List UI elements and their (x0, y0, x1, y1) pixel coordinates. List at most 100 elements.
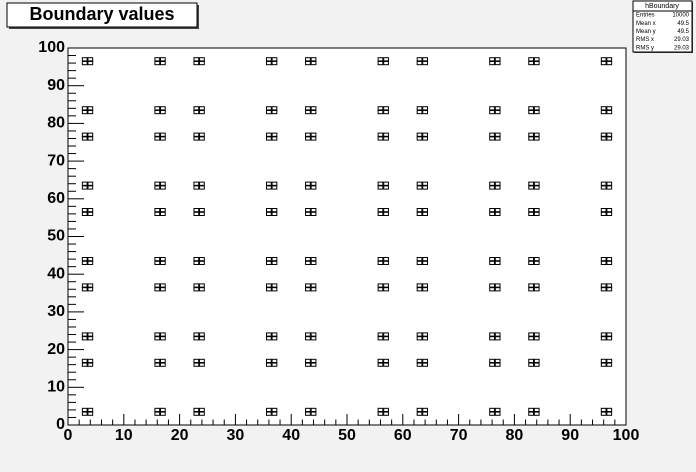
bin-box (416, 257, 423, 262)
bin-box (81, 106, 88, 111)
bin-box (494, 185, 501, 190)
bin-box (606, 332, 613, 337)
bin-box (383, 185, 389, 190)
bin-box (271, 57, 278, 62)
bin-box (81, 411, 88, 416)
bin-box (159, 358, 166, 364)
bin-box (422, 109, 428, 115)
bin-box (600, 208, 607, 213)
bin-box (271, 109, 278, 115)
bin-box (494, 181, 501, 186)
bin-box (533, 332, 540, 337)
bin-box (81, 136, 88, 141)
bin-box (606, 260, 613, 265)
bin-box (600, 211, 607, 216)
bin-box (606, 283, 613, 288)
bin-box (305, 358, 311, 364)
bin-box (154, 362, 161, 367)
bin-box (199, 60, 205, 66)
bin-box (422, 260, 428, 265)
bin-box (494, 411, 501, 416)
bin-box (489, 208, 495, 213)
bin-box (489, 332, 495, 337)
bin-box (377, 257, 384, 262)
bin-box (533, 109, 540, 115)
bin-box (159, 208, 166, 213)
bin-box (377, 407, 384, 413)
bin-box (416, 106, 423, 111)
bin-box (87, 358, 94, 364)
bin-box (310, 411, 317, 416)
bin-box (416, 136, 423, 141)
bin-box (377, 332, 384, 337)
bin-box (606, 211, 613, 216)
bin-box (266, 181, 272, 186)
bin-box (87, 260, 94, 265)
bin-box (533, 181, 540, 186)
bin-box (528, 60, 535, 66)
bin-box (494, 287, 501, 292)
bin-box (81, 287, 88, 292)
bin-box (494, 260, 501, 265)
bin-box (416, 260, 423, 265)
bin-box (159, 287, 166, 292)
bin-box (422, 106, 428, 111)
bin-box (271, 260, 278, 265)
bin-box (87, 332, 94, 337)
bin-box (422, 57, 428, 62)
bin-box (199, 132, 205, 137)
bin-box (489, 109, 495, 115)
bin-box (533, 358, 540, 364)
bin-box (199, 332, 205, 337)
bin-box (305, 287, 311, 292)
x-tick-label: 40 (282, 427, 300, 444)
bin-box (383, 211, 389, 216)
bin-box (422, 336, 428, 341)
bin-box (271, 332, 278, 337)
bin-box (305, 57, 311, 62)
bin-box (489, 132, 495, 137)
bin-box (193, 407, 200, 413)
bin-box (154, 257, 161, 262)
y-tick-label: 80 (47, 115, 65, 132)
bin-box (154, 336, 161, 341)
bin-box (383, 106, 389, 111)
bin-box (87, 362, 94, 367)
bin-box (305, 109, 311, 115)
bin-box (193, 411, 200, 416)
bin-box (266, 132, 272, 137)
bin-box (528, 109, 535, 115)
bin-box (87, 257, 94, 262)
bin-box (533, 336, 540, 341)
bin-box (494, 336, 501, 341)
bin-box (310, 287, 317, 292)
bin-box (533, 287, 540, 292)
bin-box (266, 106, 272, 111)
bin-box (606, 57, 613, 62)
bin-box (383, 332, 389, 337)
stats-label: Mean x (636, 21, 656, 27)
bin-box (159, 60, 166, 66)
bin-box (154, 332, 161, 337)
bin-box (81, 362, 88, 367)
bin-box (310, 260, 317, 265)
bin-box (199, 260, 205, 265)
x-tick-label: 70 (450, 427, 468, 444)
bin-box (271, 185, 278, 190)
bin-box (377, 181, 384, 186)
plot-frame (67, 47, 627, 426)
bin-box (489, 106, 495, 111)
bin-box (87, 181, 94, 186)
stats-label: RMS y (636, 45, 654, 51)
bin-box (266, 211, 272, 216)
bin-box (271, 132, 278, 137)
bin-box (416, 287, 423, 292)
bin-box (159, 109, 166, 115)
bin-box (81, 358, 88, 364)
bin-box (383, 287, 389, 292)
bin-box (310, 208, 317, 213)
bin-box (494, 257, 501, 262)
bin-box (305, 411, 311, 416)
bin-box (266, 185, 272, 190)
bin-box (159, 283, 166, 288)
